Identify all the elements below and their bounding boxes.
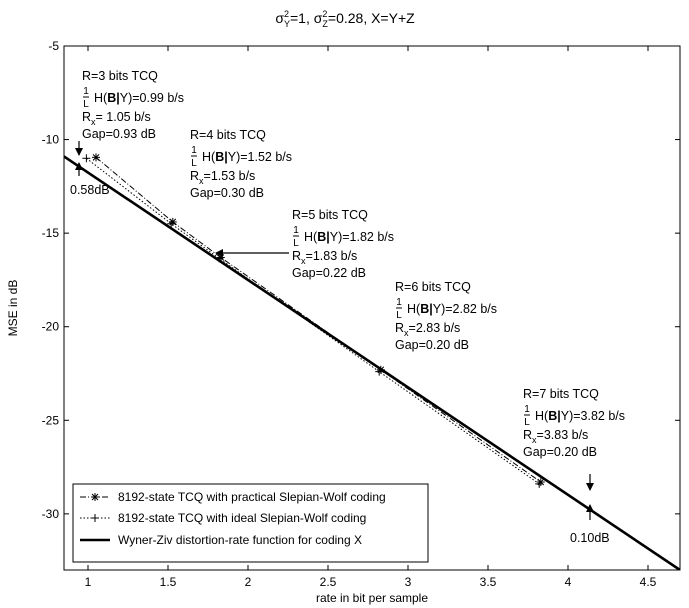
annotation-5-bits: R=5 bits TCQ 1 L H(B|Y)=1.82 b/s Rx=1.83 b/s…: [292, 208, 394, 280]
plus-marker: [82, 154, 91, 163]
annotation-6-bits: R=6 bits TCQ 1 L H(B|Y)=2.82 b/s Rx=2.83 b/s…: [395, 280, 497, 352]
fraction-denominator: L: [396, 310, 402, 321]
fraction-denominator: L: [83, 99, 89, 110]
legend-label-1: 8192-state TCQ with ideal Slepian-Wolf c…: [118, 511, 366, 525]
y-tick-label: -15: [42, 226, 60, 240]
fraction-denominator: L: [191, 158, 197, 169]
plus-marker: [375, 367, 384, 376]
axis-ticks: 1 1.5 2 2.5 3 3.5 4 4.5 -5 -10 -15 -20 -25 -30: [42, 39, 680, 589]
annotation-rate: R=7 bits TCQ: [523, 387, 599, 401]
y-tick-label: -5: [48, 39, 59, 53]
series-line-1: [86, 157, 540, 485]
x-tick-label: 4.5: [640, 575, 657, 589]
series-layer: [64, 153, 680, 570]
fraction-denominator: L: [524, 417, 530, 428]
annotation-7-bits: R=7 bits TCQ 1 L H(B|Y)=3.82 b/s Rx=3.83 b/s…: [523, 387, 625, 459]
x-tick-label: 4: [565, 575, 572, 589]
chart-title: σ2 Y=1, σ2 Z=0.28, X=Y+Z: [275, 9, 415, 29]
annotation-rate: R=5 bits TCQ: [292, 208, 368, 222]
annotation-entropy: H(B|Y)=2.82 b/s: [407, 302, 497, 316]
annotation-rx: Rx=2.83 b/s: [395, 321, 460, 338]
x-axis-label: rate in bit per sample: [316, 591, 428, 605]
annotation-rx: Rx=3.83 b/s: [523, 428, 588, 445]
star-marker: [536, 478, 545, 487]
x-tick-label: 1: [85, 575, 92, 589]
annotation-entropy: H(B|Y)=1.52 b/s: [202, 150, 292, 164]
annotation-rx: Rx= 1.05 b/s: [82, 110, 151, 127]
plus-marker: [535, 479, 544, 488]
y-tick-label: -30: [42, 507, 60, 521]
annotation-entropy: H(B|Y)=0.99 b/s: [94, 91, 184, 105]
annotation-4-bits: R=4 bits TCQ 1 L H(B|Y)=1.52 b/s Rx=1.53 b/s…: [190, 128, 292, 200]
y-tick-label: -10: [42, 133, 60, 147]
annotation-gap: Gap=0.22 dB: [292, 266, 366, 280]
annotation-gap: Gap=0.20 dB: [523, 445, 597, 459]
star-marker: [91, 493, 99, 501]
plot-frame: [63, 45, 681, 571]
legend: 8192-state TCQ with practical Slepian-Wo…: [72, 483, 429, 563]
x-tick-label: 3: [405, 575, 412, 589]
annotation-rx: Rx=1.53 b/s: [190, 169, 255, 186]
y-tick-label: -25: [42, 413, 60, 427]
y-axis-label: MSE in dB: [6, 280, 20, 337]
plus-marker: [167, 219, 176, 228]
legend-items: 8192-state TCQ with practical Slepian-Wo…: [80, 490, 386, 547]
annotation-gap: Gap=0.93 dB: [82, 127, 156, 141]
fraction-denominator: L: [293, 238, 299, 249]
x-tick-label: 1.5: [160, 575, 177, 589]
plus-marker: [91, 514, 99, 522]
legend-label-2: Wyner-Ziv distortion-rate function for c…: [118, 533, 362, 547]
annotation-rate: R=6 bits TCQ: [395, 280, 471, 294]
annotation-rate: R=4 bits TCQ: [190, 128, 266, 142]
series-line-0: [95, 156, 542, 483]
annotation-entropy: H(B|Y)=1.82 b/s: [304, 230, 394, 244]
legend-box: [72, 483, 429, 563]
fraction-numerator: 1: [293, 225, 299, 236]
fraction-numerator: 1: [191, 145, 197, 156]
star-marker: [92, 153, 100, 162]
legend-label-0: 8192-state TCQ with practical Slepian-Wo…: [118, 490, 386, 504]
gap-label-058: 0.58dB: [70, 183, 110, 197]
annotation-entropy: H(B|Y)=3.82 b/s: [535, 409, 625, 423]
x-tick-label: 3.5: [480, 575, 497, 589]
annotation-gap: Gap=0.30 dB: [190, 186, 264, 200]
annotation-gap: Gap=0.20 dB: [395, 338, 469, 352]
x-tick-label: 2: [245, 575, 252, 589]
annotation-3-bits: R=3 bits TCQ 1 L H(B|Y)=0.99 b/s Rx= 1.05 b/…: [82, 69, 184, 141]
annotation-rate: R=3 bits TCQ: [82, 69, 158, 83]
fraction-numerator: 1: [83, 86, 89, 97]
gap-label-010: 0.10dB: [570, 531, 610, 545]
y-tick-label: -20: [42, 320, 60, 334]
fraction-numerator: 1: [524, 404, 530, 415]
x-tick-label: 2.5: [320, 575, 337, 589]
annotation-layer: R=3 bits TCQ 1 L H(B|Y)=0.99 b/s Rx= 1.05 b/…: [70, 69, 625, 545]
annotation-rx: Rx=1.83 b/s: [292, 249, 357, 266]
fraction-numerator: 1: [396, 297, 402, 308]
